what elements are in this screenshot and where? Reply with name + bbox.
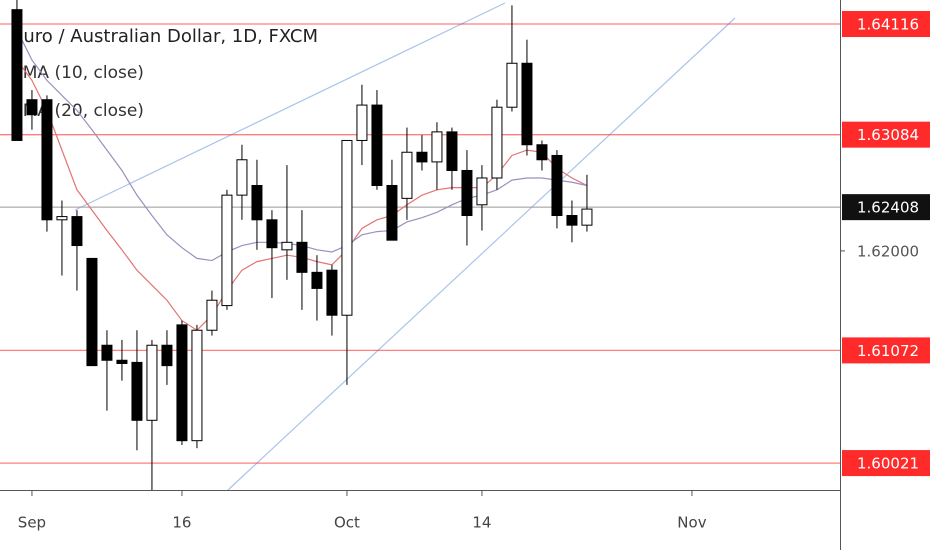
price-label-box: [842, 450, 930, 477]
x-tick-label: Sep: [18, 514, 46, 532]
chart-title: Euro / Australian Dollar, 1D, FXCM: [12, 26, 318, 47]
candle-body: [71, 216, 83, 247]
candle-body: [476, 177, 488, 206]
candle-body: [56, 216, 68, 221]
candle-body: [506, 62, 518, 108]
candle-body: [41, 99, 53, 221]
candle-body: [581, 208, 593, 226]
candle-body: [236, 159, 248, 196]
candle-body: [356, 104, 368, 141]
price-label: 1.62408: [857, 199, 919, 217]
candle-body: [551, 154, 563, 217]
trend-line: [74, 2, 506, 211]
price-label-box: [842, 121, 930, 148]
candle-body: [11, 9, 23, 141]
candle-body: [116, 359, 128, 364]
candle-body: [131, 361, 143, 421]
x-tick-label: 16: [172, 514, 191, 532]
candle-body: [176, 324, 188, 442]
price-label: 1.63084: [857, 126, 919, 144]
candle-body: [536, 144, 548, 161]
trend-line: [227, 17, 736, 491]
candle-body: [386, 184, 398, 241]
price-label-box: [842, 337, 930, 364]
price-label: 1.60021: [857, 455, 919, 473]
candle-body: [281, 241, 293, 251]
candle-body: [371, 104, 383, 186]
candle-body: [161, 344, 173, 367]
candle-body: [431, 131, 443, 163]
candle-body: [26, 99, 38, 116]
candle-body: [266, 219, 278, 249]
candle-body: [326, 269, 338, 316]
candle-body: [521, 62, 533, 146]
candle-body: [86, 257, 98, 367]
price-label: 1.64116: [857, 16, 919, 34]
candle-body: [341, 139, 353, 316]
candle-body: [221, 194, 233, 307]
y-tick-label: 1.62000: [857, 242, 919, 260]
candle-body: [296, 241, 308, 273]
candle-body: [206, 299, 218, 331]
price-label: 1.61072: [857, 342, 919, 360]
candle-body: [416, 151, 428, 163]
candle-body: [446, 131, 458, 171]
candle-body: [461, 169, 473, 217]
candle-body: [311, 271, 323, 289]
x-tick-label: 14: [472, 514, 491, 532]
candle-body: [566, 215, 578, 226]
x-tick-label: Nov: [677, 514, 706, 532]
price-label-box: [842, 194, 930, 221]
candle-body: [491, 106, 503, 179]
candle-body: [251, 184, 263, 221]
price-label-box: [842, 11, 930, 38]
candle-body: [146, 344, 158, 421]
candle-body: [401, 151, 413, 199]
candle-body: [191, 329, 203, 442]
x-tick-label: Oct: [334, 514, 360, 532]
candle-body: [101, 344, 113, 361]
